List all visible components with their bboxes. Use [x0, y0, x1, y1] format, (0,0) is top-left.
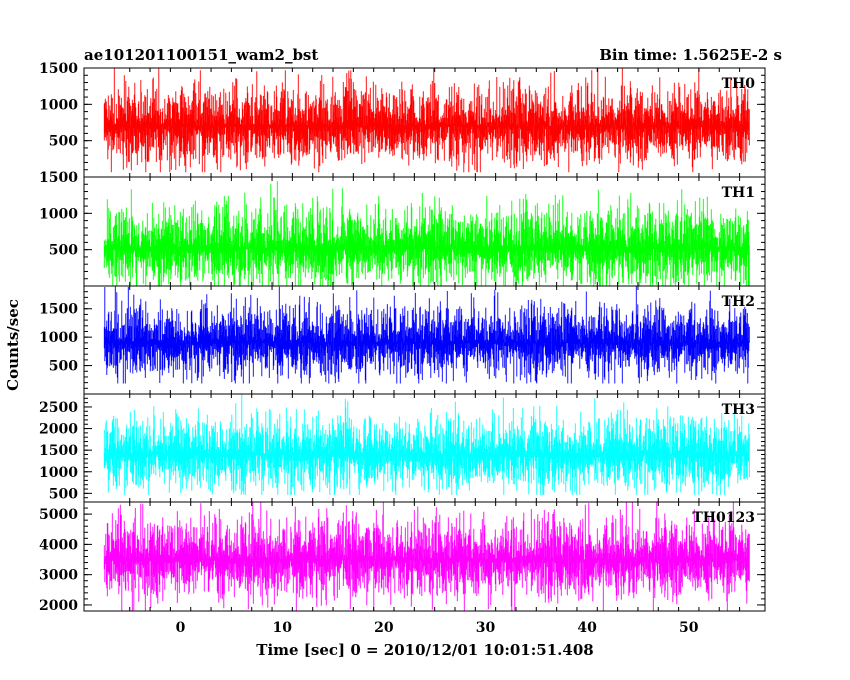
y-tick-label: 500 — [49, 359, 78, 375]
y-tick-label: 1000 — [39, 465, 78, 481]
x-axis: 0 10 20 30 40 50 — [176, 620, 699, 636]
x-tick-label: 10 — [272, 620, 292, 636]
x-axis-label: Time [sec] 0 = 2010/12/01 10:01:51.408 — [256, 641, 593, 659]
x-tick-label: 40 — [577, 620, 597, 636]
panels-group: 500 1000 1500 TH0 500 1000 1500 TH1 500 1000 1500 T… — [39, 61, 766, 614]
y-tick-label: 1500 — [39, 61, 78, 77]
y-tick-label: 1000 — [39, 330, 78, 346]
x-tick-label: 50 — [679, 620, 699, 636]
y-tick-label: 1500 — [39, 170, 78, 186]
panel-label: TH0123 — [692, 510, 755, 526]
y-tick-label: 1000 — [39, 206, 78, 222]
panel-th1: 500 1000 1500 TH1 — [39, 170, 766, 287]
bin-time-label: Bin time: 1.5625E-2 s — [599, 46, 782, 64]
y-tick-label: 3000 — [39, 568, 78, 584]
x-tick-label: 0 — [176, 620, 186, 636]
y-tick-label: 1000 — [39, 97, 78, 113]
x-tick-label: 20 — [374, 620, 394, 636]
y-tick-label: 500 — [49, 134, 78, 150]
panel-label: TH2 — [722, 294, 755, 310]
y-tick-label: 4000 — [39, 537, 78, 553]
series-line-th3 — [103, 394, 750, 495]
panel-th2: 500 1000 1500 TH2 — [39, 285, 766, 395]
panel-label: TH3 — [722, 402, 755, 418]
series-line-th0 — [103, 68, 750, 173]
chart-title: ae101201100151_wam2_bst — [84, 46, 318, 64]
y-tick-label: 500 — [49, 243, 78, 259]
y-tick-label: 2500 — [39, 400, 78, 416]
y-tick-label: 2000 — [39, 598, 78, 614]
series-line-th0123 — [103, 502, 750, 611]
panel-label: TH1 — [722, 185, 755, 201]
panel-th0: 500 1000 1500 TH0 — [39, 61, 766, 178]
series-line-th1 — [103, 181, 750, 286]
series-line-th2 — [103, 286, 750, 384]
panel-th3: 500 1000 1500 2000 2500 TH3 — [39, 393, 766, 503]
x-tick-label: 30 — [476, 620, 496, 636]
y-tick-label: 1500 — [39, 302, 78, 318]
panel-th0123: 2000 3000 4000 5000 TH0123 — [39, 501, 766, 614]
y-tick-label: 1500 — [39, 443, 78, 459]
y-axis-label: Counts/sec — [4, 299, 22, 391]
panel-label: TH0 — [722, 76, 756, 92]
y-tick-label: 500 — [49, 486, 78, 502]
y-tick-label: 2000 — [39, 422, 78, 438]
y-tick-label: 5000 — [39, 507, 78, 523]
